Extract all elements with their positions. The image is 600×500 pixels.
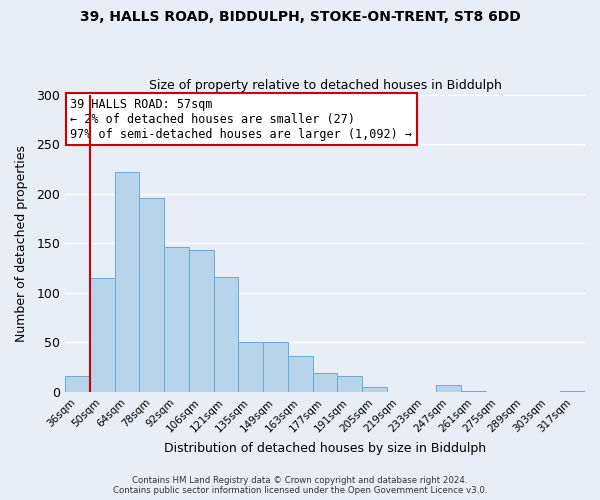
Bar xyxy=(214,277,238,392)
Bar xyxy=(189,250,214,392)
Text: Contains HM Land Registry data © Crown copyright and database right 2024.
Contai: Contains HM Land Registry data © Crown c… xyxy=(113,476,487,495)
Bar xyxy=(263,342,288,392)
Bar xyxy=(288,356,313,392)
X-axis label: Distribution of detached houses by size in Biddulph: Distribution of detached houses by size … xyxy=(164,442,486,455)
Y-axis label: Number of detached properties: Number of detached properties xyxy=(15,145,28,342)
Bar xyxy=(337,376,362,392)
Bar xyxy=(313,373,337,392)
Bar xyxy=(90,278,115,392)
Bar xyxy=(115,172,139,392)
Title: Size of property relative to detached houses in Biddulph: Size of property relative to detached ho… xyxy=(149,79,502,92)
Bar xyxy=(238,342,263,392)
Bar xyxy=(461,391,486,392)
Bar xyxy=(362,387,387,392)
Text: 39, HALLS ROAD, BIDDULPH, STOKE-ON-TRENT, ST8 6DD: 39, HALLS ROAD, BIDDULPH, STOKE-ON-TRENT… xyxy=(80,10,520,24)
Bar xyxy=(139,198,164,392)
Bar xyxy=(65,376,90,392)
Bar xyxy=(436,385,461,392)
Bar xyxy=(164,247,189,392)
Text: 39 HALLS ROAD: 57sqm
← 2% of detached houses are smaller (27)
97% of semi-detach: 39 HALLS ROAD: 57sqm ← 2% of detached ho… xyxy=(70,98,412,140)
Bar xyxy=(560,391,585,392)
